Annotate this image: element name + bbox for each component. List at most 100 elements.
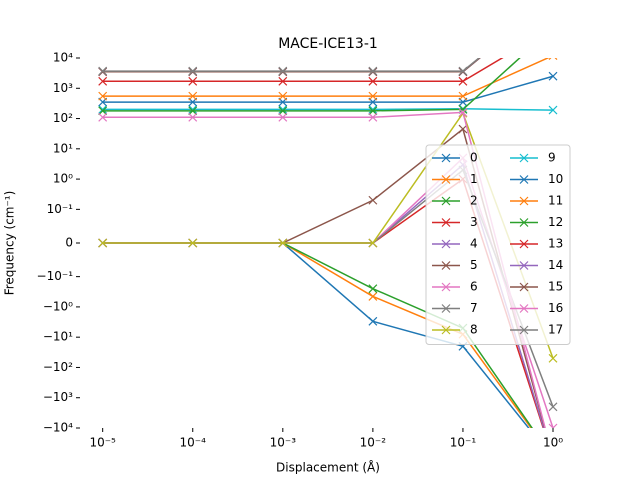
legend-marker [519, 196, 529, 206]
data-point [549, 454, 557, 462]
data-point [548, 58, 558, 61]
data-point [98, 238, 108, 248]
series-line [102, 75, 554, 103]
data-point [548, 353, 558, 363]
legend-label: 1 [470, 172, 478, 186]
x-tick-label: 10⁻⁴ [180, 436, 207, 450]
y-tick-label: 10³ [53, 81, 73, 95]
data-point [98, 66, 108, 76]
legend-marker [441, 218, 451, 227]
legend-marker [441, 304, 451, 313]
x-tick-label: 10⁻² [360, 436, 387, 450]
legend-label: 6 [470, 280, 478, 294]
legend-marker [519, 282, 529, 292]
legend-label: 7 [470, 301, 478, 315]
y-tick-label: −10³ [43, 390, 73, 404]
data-point [368, 238, 378, 248]
data-point [188, 112, 198, 122]
legend-marker [519, 218, 529, 227]
data-point [368, 195, 378, 205]
legend-marker [519, 239, 529, 249]
y-tick-label: 0 [65, 236, 73, 250]
data-point [98, 106, 108, 116]
legend-marker [519, 304, 529, 313]
legend-label: 12 [548, 215, 563, 229]
legend-marker [519, 175, 529, 184]
data-point [549, 24, 557, 32]
data-point [98, 105, 108, 114]
data-point [548, 105, 558, 115]
data-point [548, 423, 558, 428]
data-point [278, 105, 288, 114]
data-point [368, 316, 378, 326]
data-point [188, 106, 198, 116]
legend-label: 11 [548, 194, 563, 208]
legend-label: 16 [548, 301, 563, 315]
y-tick-label: −10⁰ [43, 299, 73, 313]
data-point [368, 106, 378, 116]
legend-label: 9 [548, 151, 556, 165]
data-point [368, 66, 378, 76]
data-point [549, 454, 557, 462]
legend-label: 2 [470, 194, 478, 208]
data-point [98, 91, 108, 101]
data-point [188, 76, 198, 86]
series-line [102, 58, 481, 72]
legend-marker [441, 153, 451, 163]
data-point [549, 454, 557, 462]
legend-marker [441, 239, 451, 249]
legend-marker [519, 325, 529, 335]
legend-marker [441, 282, 451, 292]
y-tick-label: −10² [43, 360, 73, 374]
data-point [548, 71, 558, 81]
data-point [278, 106, 288, 116]
legend-marker [441, 325, 451, 335]
series-line [102, 58, 504, 83]
legend-label: 5 [470, 258, 478, 272]
y-tick-label: −10¹ [43, 330, 73, 344]
series-line [102, 58, 550, 97]
legend-label: 17 [548, 323, 563, 337]
data-point [458, 76, 468, 86]
chart-title: MACE-ICE13-1 [278, 36, 378, 52]
data-point [549, 0, 557, 1]
x-tick-label: 10⁻³ [270, 436, 297, 450]
legend-marker [441, 175, 451, 184]
y-tick-label: 10¹ [53, 141, 73, 155]
x-tick-label: 10⁻⁵ [89, 436, 116, 450]
y-axis-label: Frequency (cm⁻¹) [3, 191, 17, 296]
legend-label: 4 [470, 237, 478, 251]
legend-marker [519, 153, 529, 163]
data-point [549, 24, 557, 32]
legend-label: 3 [470, 215, 478, 229]
data-point [548, 402, 558, 412]
legend-marker [519, 261, 529, 270]
x-axis-label: Displacement (Å) [276, 460, 380, 475]
y-tick-label: −10⁻¹ [37, 269, 74, 283]
legend-marker [441, 196, 451, 206]
data-point [549, 454, 557, 462]
data-point [98, 76, 108, 86]
data-point [458, 107, 468, 117]
data-point [98, 112, 108, 122]
x-tick-label: 10⁰ [543, 436, 563, 450]
data-point [188, 91, 198, 101]
data-point [549, 0, 557, 1]
y-tick-label: 10² [53, 111, 73, 125]
y-tick-label: 10⁰ [53, 172, 73, 186]
x-tick-label: 10⁻¹ [450, 436, 477, 450]
y-tick-label: 10⁻¹ [47, 202, 74, 216]
y-tick-label: 10⁴ [53, 51, 73, 65]
data-point [278, 238, 288, 248]
data-point [188, 105, 198, 114]
legend-box [425, 144, 571, 345]
series-line [102, 58, 521, 112]
y-tick-label: −10⁴ [43, 421, 73, 435]
data-point [278, 76, 288, 86]
series-line [102, 108, 554, 111]
legend-label: 10 [548, 172, 563, 186]
data-point [549, 454, 557, 462]
data-point [278, 112, 288, 122]
data-point [458, 66, 468, 76]
data-point [368, 105, 378, 114]
